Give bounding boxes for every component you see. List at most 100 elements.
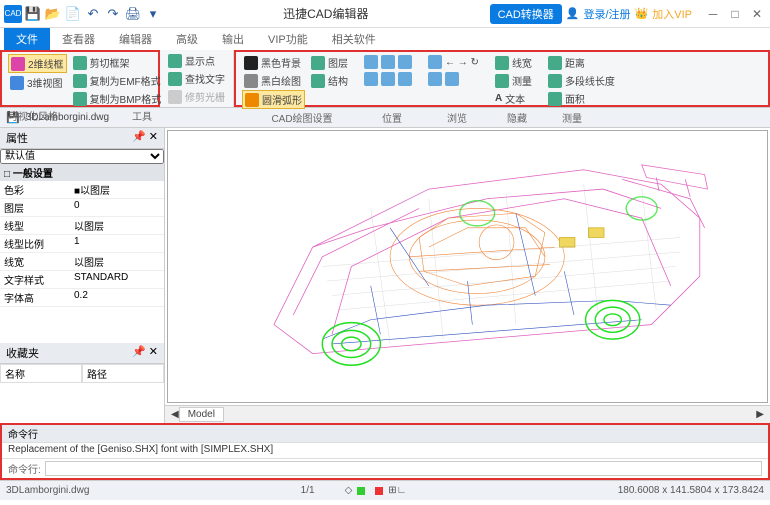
copy-bmp-button[interactable]: 复制为BMP格式 — [71, 90, 164, 107]
status-red-icon[interactable] — [375, 487, 383, 495]
viewport[interactable] — [167, 130, 768, 403]
canvas-area: ◀ Model ▶ — [165, 128, 770, 423]
group-cad-label: CAD绘图设置 — [242, 109, 362, 125]
ortho-icon[interactable]: ∟ — [397, 485, 407, 496]
undo-icon[interactable]: ↶ — [84, 5, 102, 23]
area-button[interactable]: 面积 — [546, 90, 617, 107]
titlebar-right: CAD转换器 👤 登录/注册 👑 加入VIP ─ □ ✕ — [490, 4, 766, 24]
model-tab-bar: ◀ Model ▶ — [165, 405, 770, 423]
bw-draw-button[interactable]: 黑白绘图 — [242, 72, 305, 89]
tab-advanced[interactable]: 高级 — [164, 28, 210, 50]
lineweight-button[interactable]: 线宽 — [493, 54, 534, 71]
structure-button[interactable]: 结构 — [309, 72, 350, 89]
print-icon[interactable]: 🖨 — [124, 5, 142, 23]
ribbon-tabs: 文件 查看器 编辑器 高级 输出 VIP功能 相关软件 — [0, 28, 770, 50]
tab-nav-left-icon[interactable]: ◀ — [171, 409, 179, 420]
copy-emf-button[interactable]: 复制为EMF格式 — [71, 72, 164, 89]
2d-wireframe-button[interactable]: 2维线框 — [8, 54, 67, 73]
titlebar: CAD 💾 📂 📄 ↶ ↷ 🖨 ▾ 迅捷CAD编辑器 CAD转换器 👤 登录/注… — [0, 0, 770, 28]
browse-tool-1[interactable]: ← → ↻ — [426, 54, 481, 70]
vip-button[interactable]: 加入VIP — [652, 6, 692, 22]
cmd-input-row: 命令行: — [2, 458, 768, 478]
workspace: 属性 📌 ✕ 默认值 □ 一般设置 色彩■以图层图层0线型以图层线型比例1线宽以… — [0, 128, 770, 423]
cmd-prompt: 命令行: — [8, 461, 41, 476]
tab-nav-right-icon[interactable]: ▶ — [756, 409, 764, 420]
save-icon[interactable]: 💾 — [24, 5, 42, 23]
tab-output[interactable]: 输出 — [210, 28, 256, 50]
app-title: 迅捷CAD编辑器 — [162, 5, 490, 22]
grid-icon[interactable]: ⊞ — [388, 485, 396, 496]
props-selector[interactable]: 默认值 — [0, 149, 164, 164]
prop-row[interactable]: 图层0 — [0, 199, 164, 217]
fav-pin-icon[interactable]: 📌 ✕ — [132, 345, 158, 361]
2d-wireframe-label: 2维线框 — [28, 56, 64, 71]
smooth-arc-button[interactable]: 圆滑弧形 — [242, 90, 305, 109]
group-tools-label: 工具 — [132, 107, 152, 123]
measure-button[interactable]: 测量 — [493, 72, 534, 89]
polyline-len-button[interactable]: 多段线长度 — [546, 72, 617, 89]
pos-tool-1[interactable] — [362, 54, 414, 70]
model-tab[interactable]: Model — [179, 407, 224, 422]
props-pin-icon[interactable]: 📌 ✕ — [132, 130, 158, 146]
tab-related[interactable]: 相关软件 — [320, 28, 388, 50]
prop-row[interactable]: 文字样式STANDARD — [0, 271, 164, 289]
3d-view-button[interactable]: 3维视图 — [8, 74, 67, 91]
distance-button[interactable]: 距离 — [546, 54, 617, 71]
ribbon: 2维线框 3维视图 剪切框架 复制为EMF格式 复制为BMP格式 可视化风格 工… — [0, 50, 770, 108]
prop-row[interactable]: 色彩■以图层 — [0, 181, 164, 199]
prop-row[interactable]: 线型以图层 — [0, 217, 164, 235]
group-pos-label: 位置 — [362, 109, 422, 125]
layers-button[interactable]: 图层 — [309, 54, 350, 71]
tab-editor[interactable]: 编辑器 — [107, 28, 164, 50]
pos-tool-2[interactable] — [362, 71, 414, 87]
app-logo-icon: CAD — [4, 5, 22, 23]
props-panel-title: 属性 📌 ✕ — [0, 128, 164, 149]
black-bg-button[interactable]: 黑色背景 — [242, 54, 305, 71]
user-icon: 👤 — [566, 7, 580, 20]
status-file: 3DLamborgini.dwg — [6, 485, 89, 496]
browse-tool-2[interactable] — [426, 71, 481, 87]
favorites-panel: 收藏夹 📌 ✕ 名称 路径 — [0, 343, 164, 423]
trim-raster-button[interactable]: 修剪光栅 — [166, 88, 227, 105]
find-text-button[interactable]: 查找文字 — [166, 70, 227, 87]
command-input[interactable] — [45, 461, 762, 476]
cad-convert-button[interactable]: CAD转换器 — [490, 4, 562, 24]
snap-icon[interactable]: ◇ — [345, 485, 353, 496]
clip-frame-button[interactable]: 剪切框架 — [71, 54, 164, 71]
tab-file[interactable]: 文件 — [4, 28, 50, 50]
tab-vip[interactable]: VIP功能 — [256, 28, 320, 50]
quick-access-toolbar: CAD 💾 📂 📄 ↶ ↷ 🖨 ▾ — [4, 5, 162, 23]
clip-frame-label: 剪切框架 — [90, 55, 130, 70]
props-section: □ 一般设置 — [0, 164, 164, 181]
prop-row[interactable]: 线型比例1 — [0, 235, 164, 253]
maximize-button[interactable]: □ — [726, 5, 744, 23]
prop-row[interactable]: 线宽以图层 — [0, 253, 164, 271]
fav-col-name: 名称 — [0, 364, 82, 383]
prop-row[interactable]: 字体高0.2 — [0, 289, 164, 307]
tab-viewer[interactable]: 查看器 — [50, 28, 107, 50]
open-icon[interactable]: 📂 — [44, 5, 62, 23]
copy-bmp-label: 复制为BMP格式 — [90, 91, 162, 106]
car-wireframe — [168, 131, 767, 402]
login-button[interactable]: 登录/注册 — [584, 6, 631, 22]
close-button[interactable]: ✕ — [748, 5, 766, 23]
new-icon[interactable]: 📄 — [64, 5, 82, 23]
text-button[interactable]: A 文本 — [493, 90, 534, 107]
status-green-icon[interactable] — [357, 487, 365, 495]
more-icon[interactable]: ▾ — [144, 5, 162, 23]
status-page: 1/1 — [301, 485, 315, 496]
group-measure-label: 测量 — [542, 109, 602, 125]
vip-crown-icon: 👑 — [635, 7, 649, 20]
statusbar: 3DLamborgini.dwg 1/1 ◇ ⊞ ∟ 180.6008 x 14… — [0, 480, 770, 500]
minimize-button[interactable]: ─ — [704, 5, 722, 23]
3d-view-label: 3维视图 — [27, 75, 63, 90]
ribbon-group-3: 显示点 查找文字 修剪光栅 — [160, 50, 234, 107]
show-points-button[interactable]: 显示点 — [166, 52, 227, 69]
fav-columns: 名称 路径 — [0, 364, 164, 383]
copy-emf-label: 复制为EMF格式 — [90, 73, 161, 88]
cmd-log: Replacement of the [Geniso.SHX] font wit… — [2, 442, 768, 458]
redo-icon[interactable]: ↷ — [104, 5, 122, 23]
fav-title: 收藏夹 📌 ✕ — [0, 343, 164, 364]
sidebar: 属性 📌 ✕ 默认值 □ 一般设置 色彩■以图层图层0线型以图层线型比例1线宽以… — [0, 128, 165, 423]
group-hide-label: 隐藏 — [492, 109, 542, 125]
